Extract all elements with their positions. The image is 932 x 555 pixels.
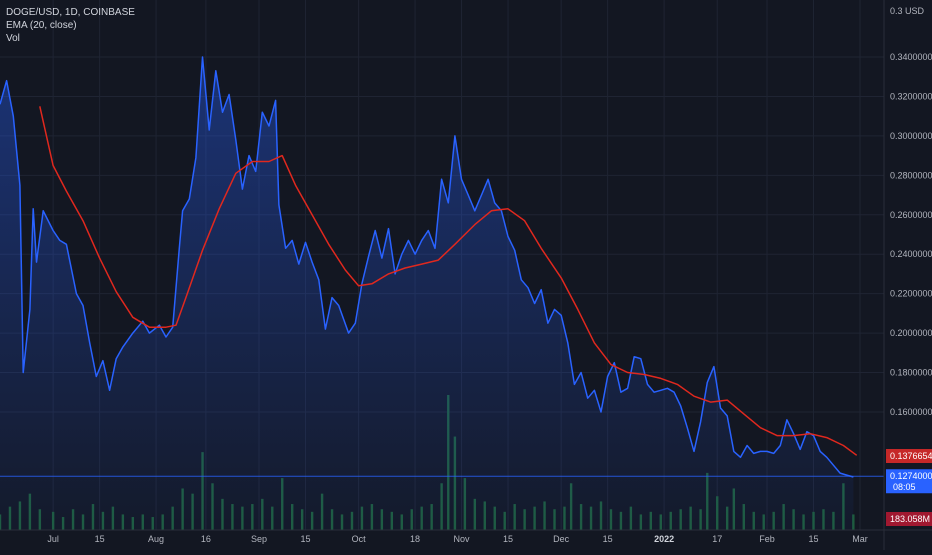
legend-ema: EMA (20, close)	[6, 20, 77, 31]
x-tick-label: 18	[410, 534, 420, 544]
ema-value-badge	[886, 449, 932, 464]
area-layer	[0, 57, 854, 530]
price-value-badge	[886, 469, 932, 494]
badge-layer: 0.13766543 0.1274000008:05 183.058M	[886, 449, 932, 526]
ema-series-line[interactable]	[39, 106, 858, 456]
x-tick-label: 15	[95, 534, 105, 544]
x-tick-label: 17	[712, 534, 722, 544]
x-tick-label: Oct	[352, 534, 367, 544]
x-tick-label: Jul	[47, 534, 59, 544]
currency-label: 0.3 USD	[890, 6, 925, 16]
x-tick-label: Aug	[148, 534, 164, 544]
volume-value-badge	[886, 512, 932, 526]
countdown-text: 08:05	[893, 482, 916, 492]
x-tick-label: Nov	[454, 534, 471, 544]
price-area-fill	[0, 57, 854, 530]
x-tick-label: 15	[809, 534, 819, 544]
x-tick-label: Sep	[251, 534, 267, 544]
x-tick-label: 16	[201, 534, 211, 544]
ema-value-text: 0.13766543	[890, 451, 932, 461]
x-tick-label: 15	[503, 534, 513, 544]
chart-legend: DOGE/USD, 1D, COINBASE EMA (20, close) V…	[6, 6, 135, 45]
legend-vol: Vol	[6, 33, 20, 44]
x-tick-label: 15	[603, 534, 613, 544]
x-tick-label: Dec	[553, 534, 570, 544]
line-layer	[0, 56, 884, 478]
volume-value-text: 183.058M	[890, 514, 930, 524]
legend-symbol: DOGE/USD, 1D, COINBASE	[6, 7, 135, 18]
x-tick-label: Mar	[852, 534, 868, 544]
x-tick-label: 15	[300, 534, 310, 544]
x-tick-label: 2022	[654, 534, 674, 544]
x-tick-label: Feb	[759, 534, 775, 544]
